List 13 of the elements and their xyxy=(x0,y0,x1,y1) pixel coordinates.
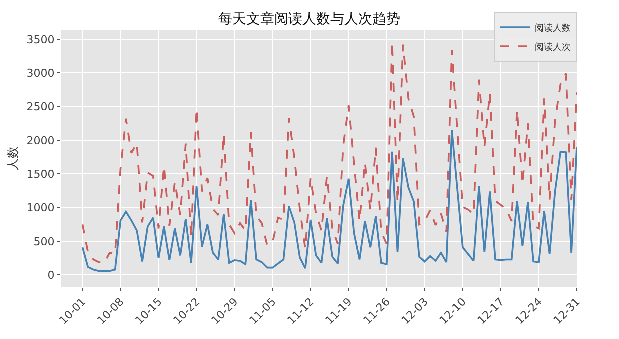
y-tick-label: 1000 xyxy=(26,202,55,215)
legend-label: 阅读人次 xyxy=(535,42,571,54)
y-axis-title: 人数 xyxy=(6,146,20,170)
y-tick-label: 0 xyxy=(48,269,55,282)
legend-label: 阅读人数 xyxy=(535,23,571,34)
y-tick-label: 1500 xyxy=(26,168,55,182)
y-tick-label: 2500 xyxy=(26,100,55,114)
y-tick-label: 2000 xyxy=(26,134,55,148)
chart-title: 每天文章阅读人数与人次趋势 xyxy=(218,11,400,28)
y-tick-label: 3000 xyxy=(26,66,55,80)
y-tick-label: 3500 xyxy=(26,33,55,46)
y-tick-label: 500 xyxy=(34,235,55,248)
line-series xyxy=(82,129,577,272)
